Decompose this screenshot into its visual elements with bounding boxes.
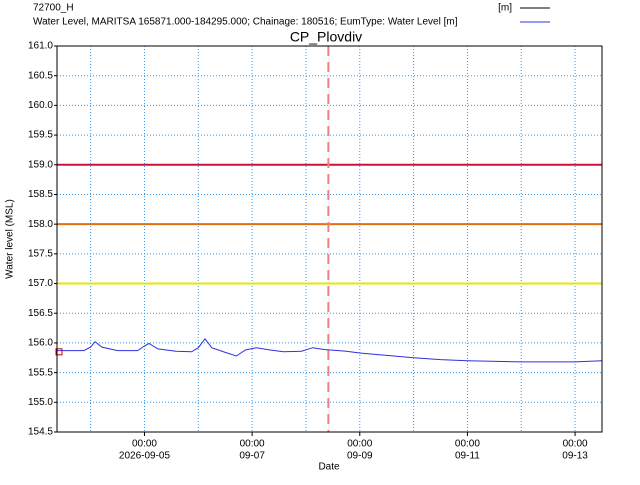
series-line: [57, 337, 603, 363]
legend-label: 72700_H: [33, 3, 74, 14]
x-tick-label: 00:00: [132, 439, 157, 450]
x-tick-label: 00:00: [455, 439, 480, 450]
x-tick-label: 09-07: [239, 451, 265, 462]
y-tick-label: 154.5: [28, 427, 53, 438]
chart-title: CP_Plovdiv: [290, 29, 362, 45]
y-tick-label: 155.0: [28, 397, 53, 408]
x-axis-label: Date: [318, 462, 340, 473]
y-tick-label: 160.5: [28, 70, 53, 81]
legend-unit: [m]: [498, 3, 512, 14]
y-tick-label: 159.0: [28, 159, 53, 170]
y-tick-label: 157.0: [28, 278, 53, 289]
plot-area: [57, 46, 602, 432]
x-tick-label: 2026-09-05: [119, 451, 171, 462]
legend-label: Water Level, MARITSA 165871.000-184295.0…: [33, 17, 458, 28]
x-tick-label: 09-11: [455, 451, 480, 462]
x-tick-label: 09-13: [562, 451, 588, 462]
y-tick-label: 156.5: [28, 308, 53, 319]
y-tick-label: 158.5: [28, 189, 53, 200]
plot-frame: [56, 45, 603, 433]
y-tick-label: 156.0: [28, 338, 53, 349]
y-tick-label: 157.5: [28, 248, 53, 259]
series-point: [55, 348, 63, 356]
y-axis-label: Water level (MSL): [5, 199, 16, 279]
y-tick-label: 159.5: [28, 130, 53, 141]
y-tick-label: 161.0: [28, 41, 53, 52]
y-tick-label: 160.0: [28, 100, 53, 111]
y-tick-label: 155.5: [28, 367, 53, 378]
x-tick-label: 00:00: [563, 439, 588, 450]
x-tick-label: 00:00: [347, 439, 372, 450]
x-tick-label: 09-09: [347, 451, 373, 462]
y-tick-label: 158.0: [28, 219, 53, 230]
x-tick-label: 00:00: [240, 439, 265, 450]
